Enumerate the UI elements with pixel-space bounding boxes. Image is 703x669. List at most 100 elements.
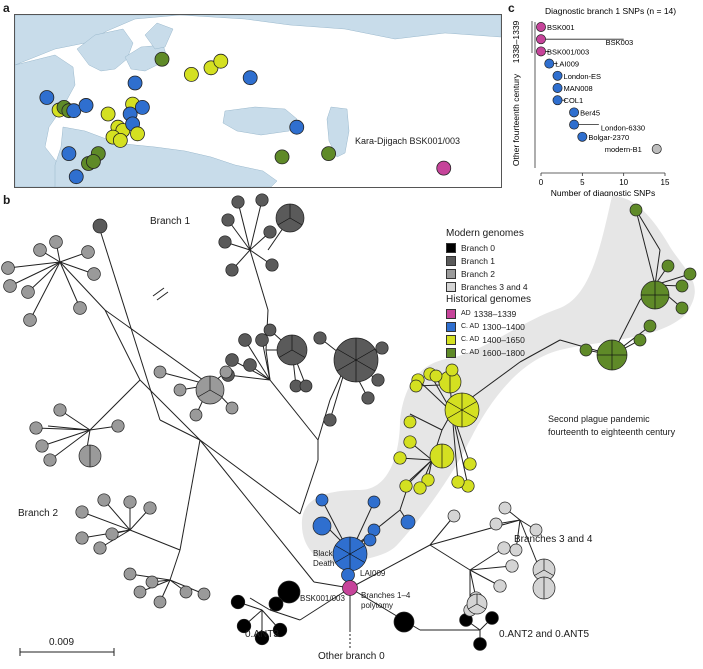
label-bsk001-003: BSK001/003 [300,594,345,603]
snp-chart: 0 5 10 15 Diagnostic branch 1 SNPs (n = 14) N… [511,6,676,198]
tree-edge-85 [81,511,131,531]
label-branch2: Branch 2 [18,508,59,519]
tree-node-8 [221,213,235,227]
tree-node-54 [133,585,147,599]
point-label-5: MAN008 [564,84,593,93]
tree-edge-5 [299,459,319,515]
tree-edge-27 [269,609,301,621]
tree-node-63 [277,580,301,604]
tree-node-22 [361,391,375,405]
point-label-8: London-6330 [601,124,645,133]
tree-node-52 [93,541,107,555]
tree-node-95 [413,481,427,495]
tree-node-89 [342,580,358,596]
tree-node-37 [219,365,233,379]
swatch-branch1 [446,255,456,266]
swatch-1400 [446,334,456,345]
tree-edge-23 [349,544,431,589]
map-sample-point-28 [274,149,290,165]
legend-modern-branch1: Branch 1 [446,255,495,266]
map-sample-point-15 [39,90,55,105]
tree-node-13-sector-2 [277,217,291,226]
tree-node-77 [529,523,543,537]
data-point-0 [536,22,546,32]
legend-historical-title: Historical genomes [446,294,532,305]
data-point-4 [552,70,563,81]
caspian-sea [326,106,350,158]
tree-edge-22 [635,209,661,251]
tree-node-55 [145,575,159,589]
tree-node-97-sector-1 [461,401,477,411]
tree-node-51 [75,531,89,545]
x-axis-label: Number of diagnostic SNPs [551,188,655,196]
tree-node-78 [498,501,512,515]
map-sample-point-1 [154,51,170,67]
phylogenetic-tree [1,193,697,656]
tree-node-82-sector-2 [349,553,365,563]
data-point-6 [552,95,563,106]
tree-node-91 [393,451,407,465]
tree-node-94 [421,473,435,487]
tree-node-33-sector-2 [197,389,211,398]
map-sample-point-25 [86,154,101,169]
tree-node-18-sector-1 [355,348,376,361]
tree-node-26 [21,285,35,299]
tree-node-11 [263,225,277,239]
map-sample-point-29 [321,146,337,162]
tree-edge-83 [179,439,201,551]
chart-title: Diagnostic branch 1 SNPs (n = 14) [545,6,676,16]
legend-hist-1338: AD 1338–1339 [446,308,516,319]
tree-node-114 [683,267,697,281]
legend-modern-title: Modern genomes [446,228,524,239]
swatch-1600 [446,347,456,358]
tree-edge-81 [49,429,91,461]
tree-node-97-sector-4 [447,409,463,419]
tree-node-3 [243,358,257,372]
tree-node-58 [153,595,167,609]
tree-node-6 [231,195,245,209]
black-sea [222,106,298,136]
tree-edge-57 [139,379,201,441]
tree-node-21 [313,331,327,345]
tree-node-49 [143,501,157,515]
tree-edge-75 [89,379,141,431]
tree-node-53 [123,567,137,581]
tree-node-9 [218,235,232,249]
tree-node-106 [409,379,423,393]
tree-node-47 [97,493,111,507]
europe-map [15,15,501,187]
tree-edge-40 [249,199,263,251]
tree-edge-31 [244,339,271,381]
tree-node-0 [92,218,108,234]
label-second-pandemic-line2: fourteenth to eighteenth century [548,427,676,437]
tree-edge-69 [104,309,211,386]
tree-node-87 [363,533,377,547]
point-label-2: BSK001/003 [547,47,589,56]
label-black-death-line2: Death [313,559,335,568]
arctic-sea [15,15,501,66]
x-tick-label-1: 5 [580,178,585,187]
tree-node-17 [299,379,313,393]
tree-node-41 [53,403,67,417]
tree-edge-60 [7,261,61,269]
tree-node-35 [225,401,239,415]
tree-node-20 [375,341,389,355]
tree-node-60 [236,618,252,634]
tree-edge-99 [249,597,271,611]
tree-node-14-sector-2 [278,349,293,358]
legend-hist-1400: C. AD 1400–1650 [446,334,525,345]
swatch-1338 [446,308,456,319]
tree-node-28 [49,235,63,249]
tree-node-62 [272,622,288,638]
map-sample-point-3 [183,67,199,82]
tree-edge-39 [237,201,251,251]
tree-node-113 [675,301,689,315]
tree-node-34 [173,383,187,397]
tree-node-69 [497,541,511,555]
tree-node-88 [341,568,355,582]
map-sample-point-26 [68,169,84,185]
tree-node-29 [81,245,95,259]
tree-node-18-sector-4 [336,359,357,372]
tree-node-115 [579,343,593,357]
tree-node-90 [400,514,416,530]
